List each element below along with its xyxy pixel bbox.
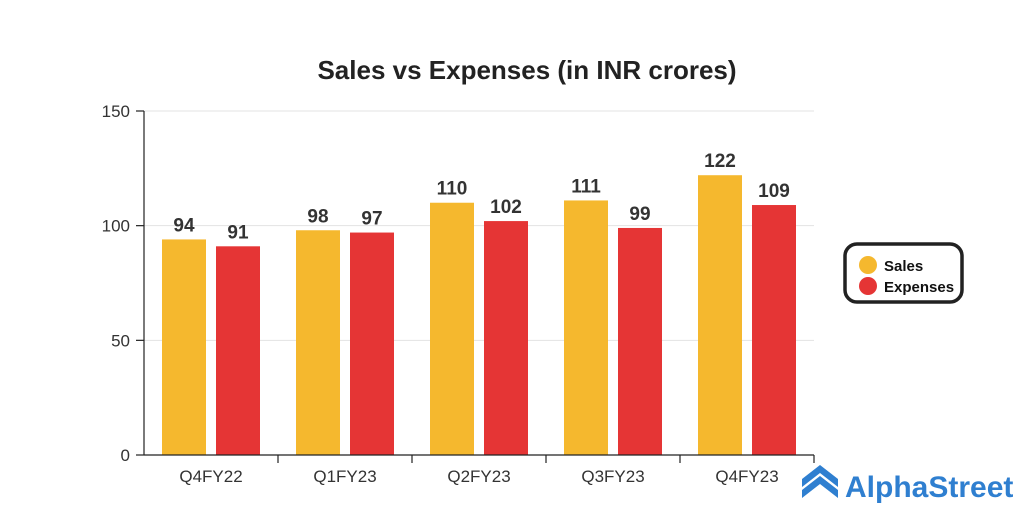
y-tick-label-100: 100 — [102, 217, 130, 236]
legend-label-expenses: Expenses — [884, 279, 954, 296]
data-label-expenses-Q2FY23: 102 — [490, 197, 522, 218]
data-label-expenses-Q4FY22: 91 — [227, 222, 249, 243]
bar-sales-Q4FY22 — [162, 239, 206, 455]
data-label-sales-Q4FY22: 94 — [173, 215, 195, 236]
bar-sales-Q2FY23 — [430, 202, 474, 455]
x-axis: Q4FY22 Q1FY23 Q2FY23 Q3FY23 Q4FY23 — [144, 454, 815, 486]
y-axis: 0 50 100 150 — [102, 102, 145, 465]
data-label-sales-Q2FY23: 110 — [437, 179, 468, 200]
bar-sales-Q1FY23 — [296, 230, 340, 455]
bar-expenses-Q1FY23 — [350, 232, 394, 455]
data-label-sales-Q3FY23: 111 — [571, 176, 601, 197]
y-tick-label-150: 150 — [102, 102, 130, 121]
bar-expenses-Q4FY23 — [752, 205, 796, 455]
data-label-expenses-Q1FY23: 97 — [361, 209, 382, 230]
brand-name: AlphaStreet — [845, 471, 1013, 504]
legend-swatch-sales — [859, 256, 877, 274]
data-labels: 94 91 98 97 110 102 111 99 122 109 — [173, 151, 789, 243]
alphastreet-logo-icon — [802, 465, 838, 498]
x-tick-label-Q2FY23: Q2FY23 — [447, 467, 510, 486]
x-tick-label-Q3FY23: Q3FY23 — [581, 467, 644, 486]
data-label-sales-Q1FY23: 98 — [307, 206, 328, 227]
bar-sales-Q3FY23 — [564, 200, 608, 455]
bar-expenses-Q3FY23 — [618, 227, 662, 455]
legend: Sales Expenses — [843, 242, 964, 304]
brand-logo[interactable]: AlphaStreet — [802, 465, 1013, 504]
y-tick-label-50: 50 — [111, 331, 130, 350]
bars — [162, 175, 796, 456]
data-label-expenses-Q3FY23: 99 — [629, 204, 650, 225]
bar-sales-Q4FY23 — [698, 175, 742, 456]
y-tick-label-0: 0 — [121, 446, 130, 465]
bar-expenses-Q2FY23 — [484, 221, 528, 455]
chart-title: Sales vs Expenses (in INR crores) — [317, 55, 736, 85]
x-tick-label-Q4FY22: Q4FY22 — [179, 467, 242, 486]
bar-expenses-Q4FY22 — [216, 246, 260, 455]
legend-swatch-expenses — [859, 277, 877, 295]
x-tick-label-Q4FY23: Q4FY23 — [715, 467, 778, 486]
x-tick-label-Q1FY23: Q1FY23 — [313, 467, 376, 486]
data-label-expenses-Q4FY23: 109 — [758, 181, 790, 202]
data-label-sales-Q4FY23: 122 — [704, 151, 736, 172]
legend-label-sales: Sales — [884, 258, 923, 275]
